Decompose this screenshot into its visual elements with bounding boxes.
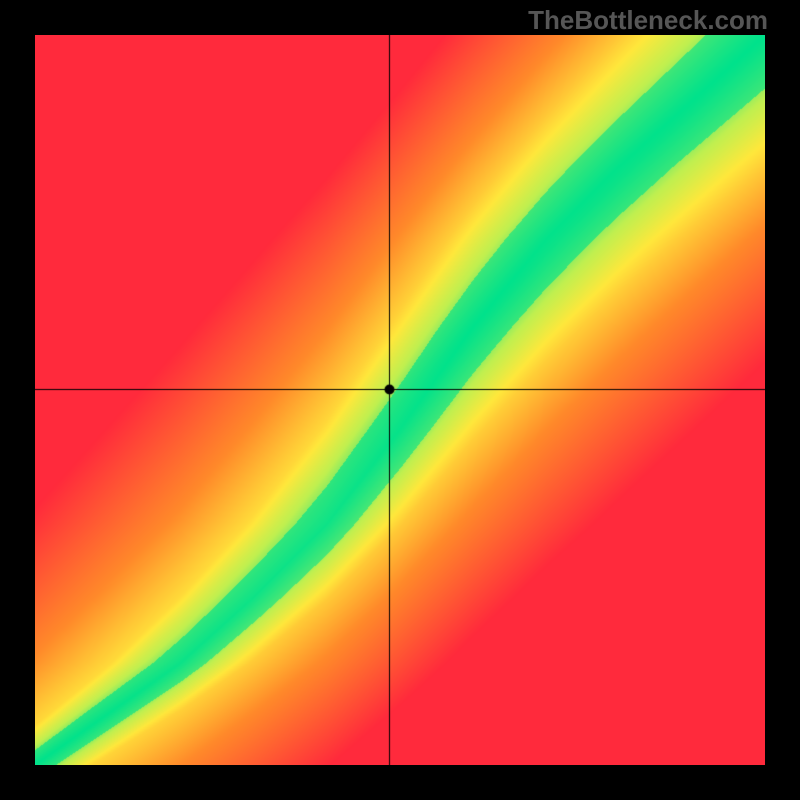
bottleneck-heatmap — [35, 35, 765, 765]
chart-container: TheBottleneck.com — [0, 0, 800, 800]
watermark-text: TheBottleneck.com — [528, 5, 768, 36]
